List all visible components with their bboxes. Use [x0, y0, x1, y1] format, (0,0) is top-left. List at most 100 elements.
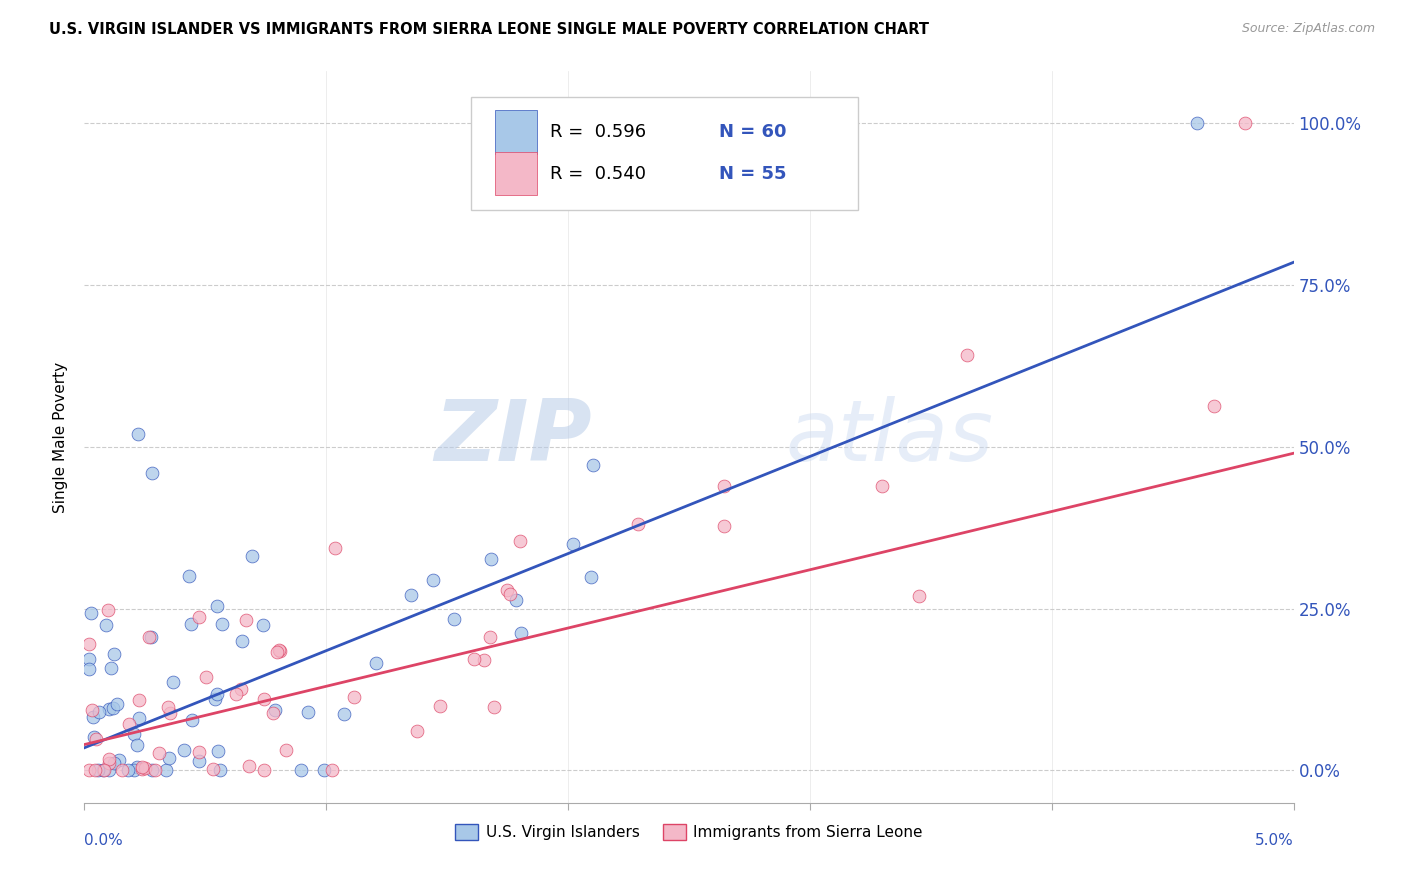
- Text: N = 60: N = 60: [720, 123, 787, 141]
- Point: [269, 643, 291, 657]
- Point: [162, 674, 184, 689]
- Point: [159, 706, 181, 721]
- Point: [77, 637, 100, 651]
- Point: [124, 727, 146, 741]
- Text: N = 55: N = 55: [720, 165, 787, 183]
- Point: [204, 691, 226, 706]
- Legend: U.S. Virgin Islanders, Immigrants from Sierra Leone: U.S. Virgin Islanders, Immigrants from S…: [449, 818, 929, 847]
- Point: [429, 698, 451, 713]
- Point: [141, 764, 163, 778]
- Point: [211, 617, 233, 632]
- Point: [290, 764, 312, 778]
- Y-axis label: Single Male Poverty: Single Male Poverty: [53, 361, 69, 513]
- Point: [579, 570, 602, 584]
- Point: [77, 652, 100, 666]
- Point: [332, 707, 354, 722]
- Point: [98, 702, 121, 716]
- Point: [1234, 116, 1257, 130]
- Point: [103, 647, 125, 661]
- Point: [872, 478, 894, 492]
- Point: [105, 698, 128, 712]
- Point: [225, 687, 247, 701]
- Point: [128, 711, 150, 725]
- Point: [240, 549, 263, 564]
- Point: [201, 762, 224, 776]
- Point: [274, 743, 297, 757]
- Point: [463, 651, 485, 665]
- Point: [267, 643, 290, 657]
- Point: [127, 426, 149, 441]
- Point: [148, 746, 170, 760]
- Text: 0.0%: 0.0%: [84, 833, 124, 848]
- Point: [323, 541, 346, 555]
- Text: 5.0%: 5.0%: [1254, 833, 1294, 848]
- Point: [128, 692, 150, 706]
- Point: [482, 699, 505, 714]
- Point: [103, 701, 125, 715]
- Point: [97, 603, 120, 617]
- Point: [138, 630, 160, 644]
- Point: [627, 517, 650, 532]
- Point: [98, 752, 121, 766]
- Point: [229, 681, 252, 696]
- Point: [479, 630, 502, 644]
- FancyBboxPatch shape: [471, 97, 858, 211]
- Point: [582, 458, 605, 473]
- Point: [87, 764, 110, 778]
- Text: atlas: atlas: [786, 395, 994, 479]
- Point: [209, 764, 232, 778]
- Point: [188, 754, 211, 768]
- Text: R =  0.596: R = 0.596: [550, 123, 645, 141]
- Point: [422, 574, 444, 588]
- Point: [908, 589, 931, 603]
- Point: [97, 756, 120, 771]
- Point: [1202, 399, 1225, 413]
- Point: [103, 756, 125, 771]
- Point: [399, 588, 422, 602]
- Point: [405, 724, 427, 739]
- Point: [343, 690, 366, 704]
- Point: [96, 618, 118, 632]
- Point: [134, 761, 156, 775]
- Point: [253, 764, 276, 778]
- Point: [955, 347, 977, 361]
- Point: [562, 537, 585, 551]
- Point: [253, 692, 276, 706]
- Point: [156, 699, 179, 714]
- Point: [141, 466, 163, 480]
- Point: [89, 705, 111, 719]
- FancyBboxPatch shape: [495, 111, 537, 153]
- Point: [495, 582, 517, 597]
- Point: [125, 760, 148, 774]
- Point: [505, 592, 527, 607]
- Point: [713, 479, 735, 493]
- Point: [111, 764, 134, 778]
- Point: [173, 743, 195, 757]
- Point: [84, 731, 107, 746]
- Point: [472, 653, 495, 667]
- Point: [188, 745, 211, 759]
- Point: [180, 616, 202, 631]
- Point: [1185, 116, 1208, 130]
- Point: [143, 764, 166, 778]
- Point: [238, 758, 260, 772]
- Point: [83, 730, 105, 744]
- Point: [91, 764, 114, 778]
- Point: [80, 703, 103, 717]
- Point: [235, 613, 257, 627]
- Point: [100, 661, 122, 675]
- Point: [117, 764, 139, 778]
- Point: [131, 762, 153, 776]
- Point: [231, 634, 253, 648]
- Point: [264, 703, 287, 717]
- Point: [266, 645, 288, 659]
- Text: R =  0.540: R = 0.540: [550, 165, 645, 183]
- Point: [125, 738, 148, 752]
- Point: [77, 764, 100, 778]
- Point: [205, 599, 228, 613]
- Text: Source: ZipAtlas.com: Source: ZipAtlas.com: [1241, 22, 1375, 36]
- Point: [262, 706, 284, 720]
- Point: [321, 764, 343, 778]
- Point: [118, 717, 141, 731]
- Point: [108, 753, 131, 767]
